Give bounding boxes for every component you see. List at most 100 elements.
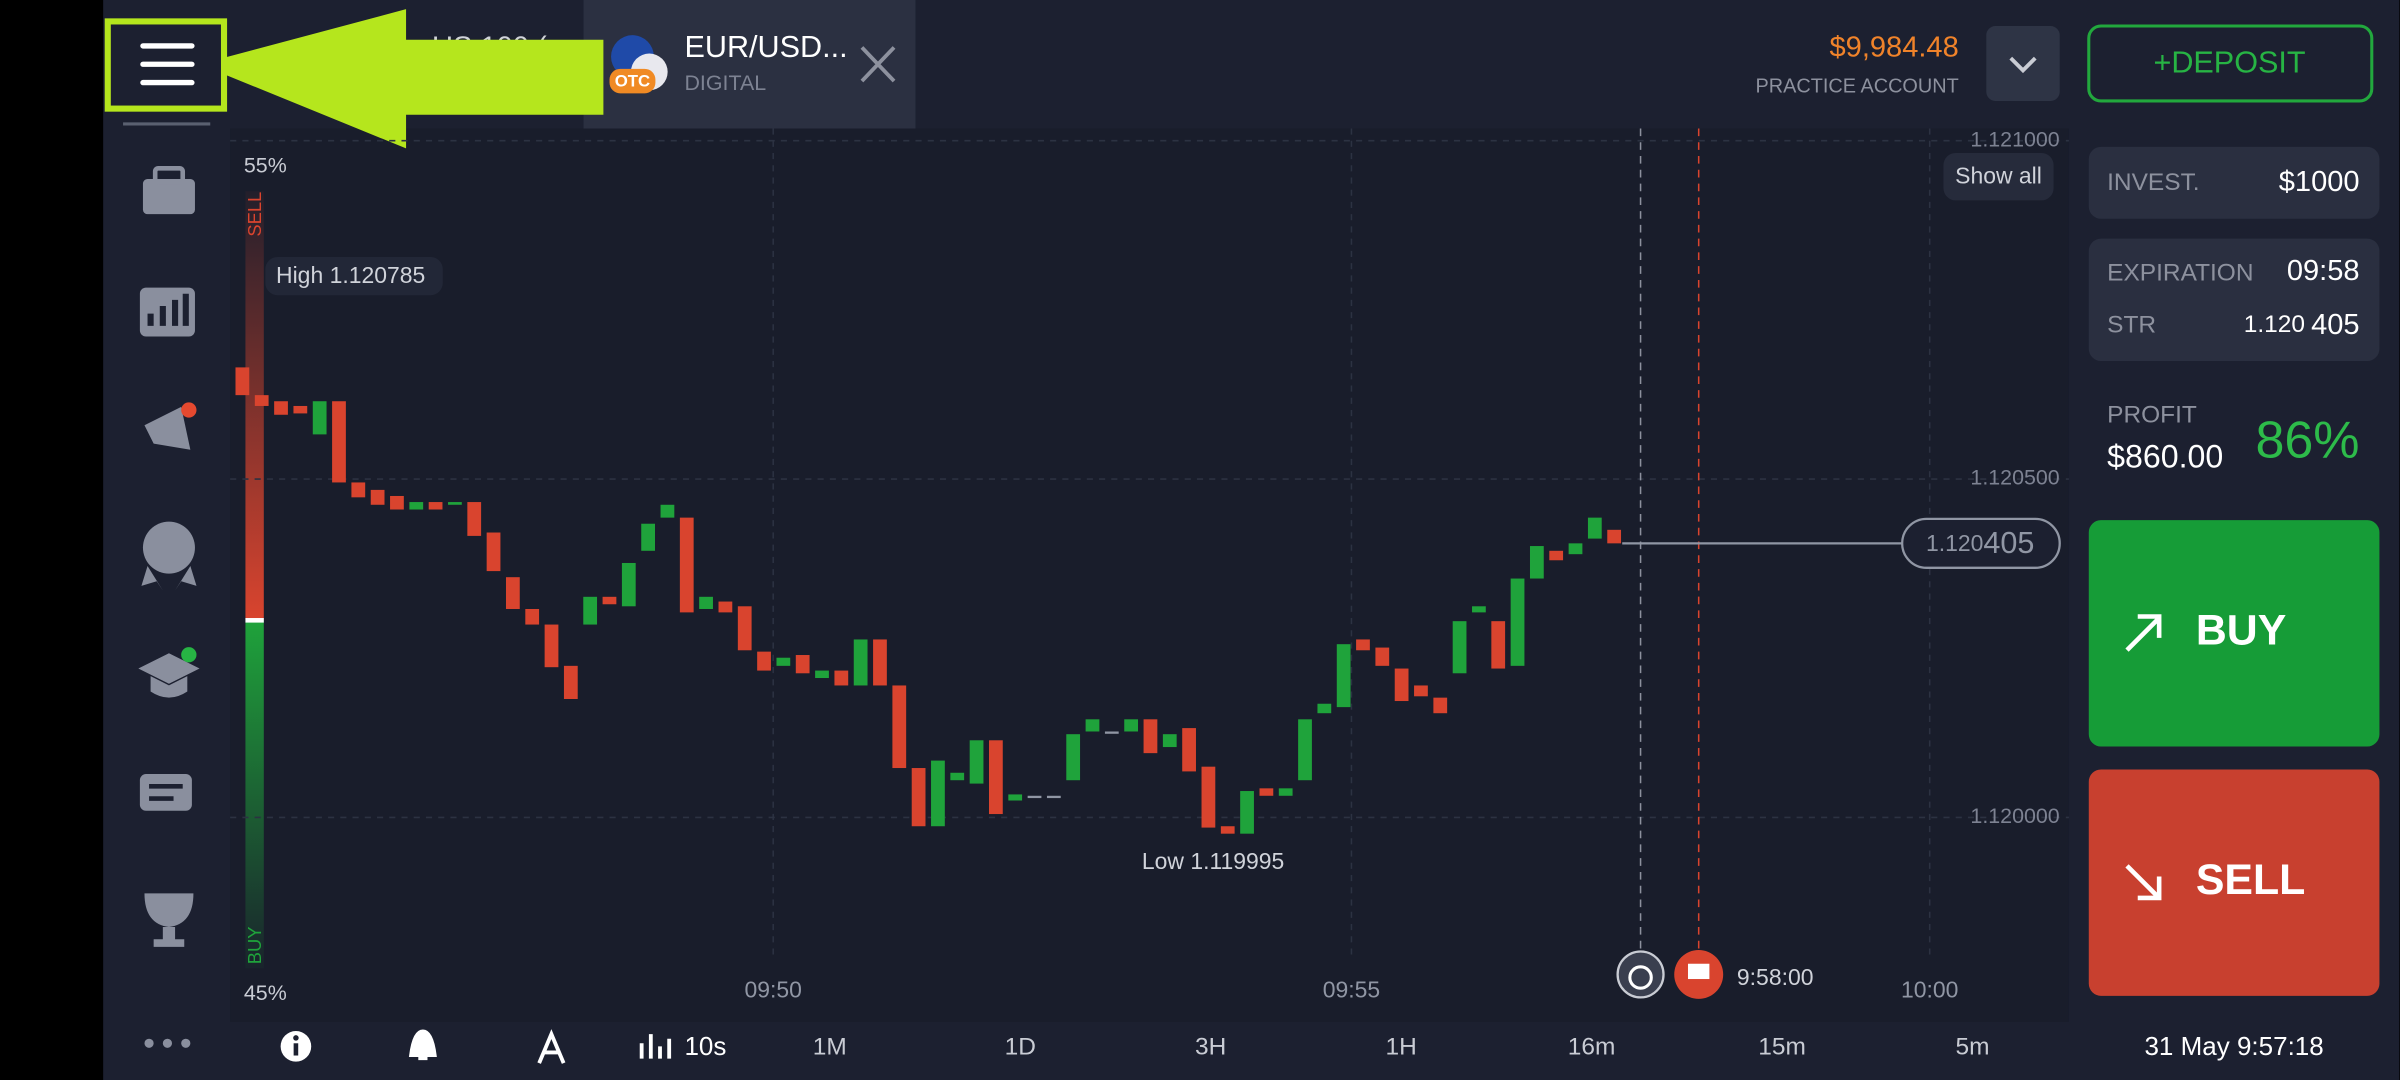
candle-body	[1104, 731, 1119, 734]
candle-body	[1182, 728, 1196, 772]
candle-body	[1143, 719, 1158, 754]
chart-type-button[interactable]	[639, 1034, 672, 1059]
candle-body	[795, 655, 810, 674]
deposit-button[interactable]	[2087, 24, 2374, 103]
more-dot[interactable]	[162, 1038, 173, 1048]
buy-label: BUY	[2196, 607, 2286, 655]
y-tick-label: 1.121000	[1970, 127, 2059, 151]
candle-body	[1414, 685, 1428, 697]
candle-body	[969, 740, 984, 784]
low-label: Low 1.119995	[1142, 848, 1284, 874]
period-option[interactable]: 16m	[1568, 1033, 1616, 1060]
candle-body	[1085, 719, 1100, 732]
candle-body	[873, 639, 887, 686]
candle-body	[390, 495, 404, 510]
current-price-label: 1.120405	[1926, 526, 2034, 560]
candle-body	[525, 608, 540, 625]
candle-body	[602, 596, 617, 605]
info-glyph	[293, 1043, 299, 1056]
candle-body	[505, 577, 520, 609]
strike-tail: 405	[2311, 309, 2359, 341]
timer-dial	[1628, 965, 1653, 990]
achievements-ribbons	[141, 566, 197, 591]
more-dot[interactable]	[144, 1038, 154, 1048]
candle-body	[274, 401, 288, 415]
promo-icon[interactable]	[144, 406, 191, 450]
more-dot[interactable]	[181, 1038, 191, 1048]
period-option[interactable]: 1M	[813, 1033, 847, 1060]
candle-body	[660, 504, 675, 518]
date-time: 31 May 9:57:18	[2144, 1031, 2323, 1061]
candle-body	[293, 405, 308, 414]
candle-body	[1336, 644, 1351, 708]
candle-body	[737, 606, 752, 651]
trophy-icon[interactable]	[144, 893, 194, 947]
account-type: PRACTICE ACCOUNT	[1756, 75, 1959, 97]
x-tick-label: 09:55	[1323, 976, 1380, 1002]
period-option[interactable]: 1H	[1386, 1033, 1417, 1060]
candle-body	[486, 532, 501, 572]
period-option[interactable]: 15m	[1758, 1033, 1806, 1060]
profit-label: PROFIT	[2107, 402, 2197, 429]
sell-label: SELL	[2196, 856, 2305, 904]
candle-body	[1356, 639, 1370, 651]
candle-body	[1317, 703, 1332, 714]
candle-body	[1433, 697, 1448, 714]
sentiment-buy-bar	[245, 619, 264, 969]
portfolio-icon[interactable]	[142, 178, 195, 215]
y-tick-label: 1.120500	[1970, 466, 2059, 490]
account-dropdown[interactable]	[1986, 26, 2060, 101]
invest-label: INVEST.	[2107, 169, 2199, 196]
sell-button[interactable]	[2088, 769, 2380, 996]
candle-body	[1124, 719, 1139, 732]
candle-body	[312, 401, 327, 435]
period-option[interactable]: 5m	[1956, 1033, 1990, 1060]
strike-main: 1.120	[2244, 311, 2305, 338]
education-icon[interactable]	[138, 653, 200, 698]
grid: 1.121000 1.120500 1.120000 09:50 09:55 10:00	[230, 127, 2069, 1002]
candle-body	[1491, 621, 1506, 669]
sidebar	[138, 165, 200, 1048]
candle-body	[1587, 517, 1602, 539]
alerts-button[interactable]	[408, 1029, 437, 1061]
left-edge	[0, 0, 104, 1080]
show-all-button[interactable]	[1943, 152, 2054, 201]
invest-box[interactable]	[2088, 146, 2380, 219]
candle-body	[332, 401, 346, 483]
sell-icon	[2125, 864, 2162, 901]
candle-body	[235, 367, 250, 396]
sentiment-sell-bar	[245, 191, 264, 620]
candle-body	[1008, 794, 1023, 801]
candle-body	[1046, 795, 1061, 799]
current-price-main: 1.120	[1926, 530, 1983, 556]
interval-label[interactable]: 10s	[684, 1031, 726, 1061]
menu-icon	[140, 43, 195, 86]
asset-name: EUR/USD...	[684, 30, 847, 64]
drawing-tools-button[interactable]	[537, 1029, 566, 1064]
candle-body	[1066, 734, 1081, 781]
achievements-icon[interactable]	[142, 521, 195, 574]
sentiment-buy-pct: 45%	[244, 981, 287, 1005]
candle-body	[448, 502, 462, 505]
buy-button[interactable]	[2088, 520, 2380, 747]
charts-icon-bars	[147, 293, 189, 326]
candle-body	[1394, 668, 1409, 702]
candle-body	[679, 517, 694, 613]
education-dot	[181, 647, 197, 663]
candle-body	[1298, 719, 1312, 781]
candle-body	[409, 502, 424, 510]
period-option[interactable]: 3H	[1195, 1033, 1226, 1060]
chat-icon[interactable]	[139, 774, 192, 811]
expiration-box[interactable]	[2088, 238, 2380, 362]
candle-body	[931, 760, 945, 827]
candle-body	[1259, 788, 1274, 796]
candle-body	[776, 657, 791, 666]
close-tab-icon[interactable]	[860, 46, 896, 83]
candle-body	[853, 639, 868, 686]
candle-body	[1162, 734, 1177, 748]
invest-value: $1000	[2279, 166, 2360, 198]
period-option[interactable]: 1D	[1005, 1033, 1036, 1060]
sentiment-buy-label: BUY	[244, 927, 265, 965]
